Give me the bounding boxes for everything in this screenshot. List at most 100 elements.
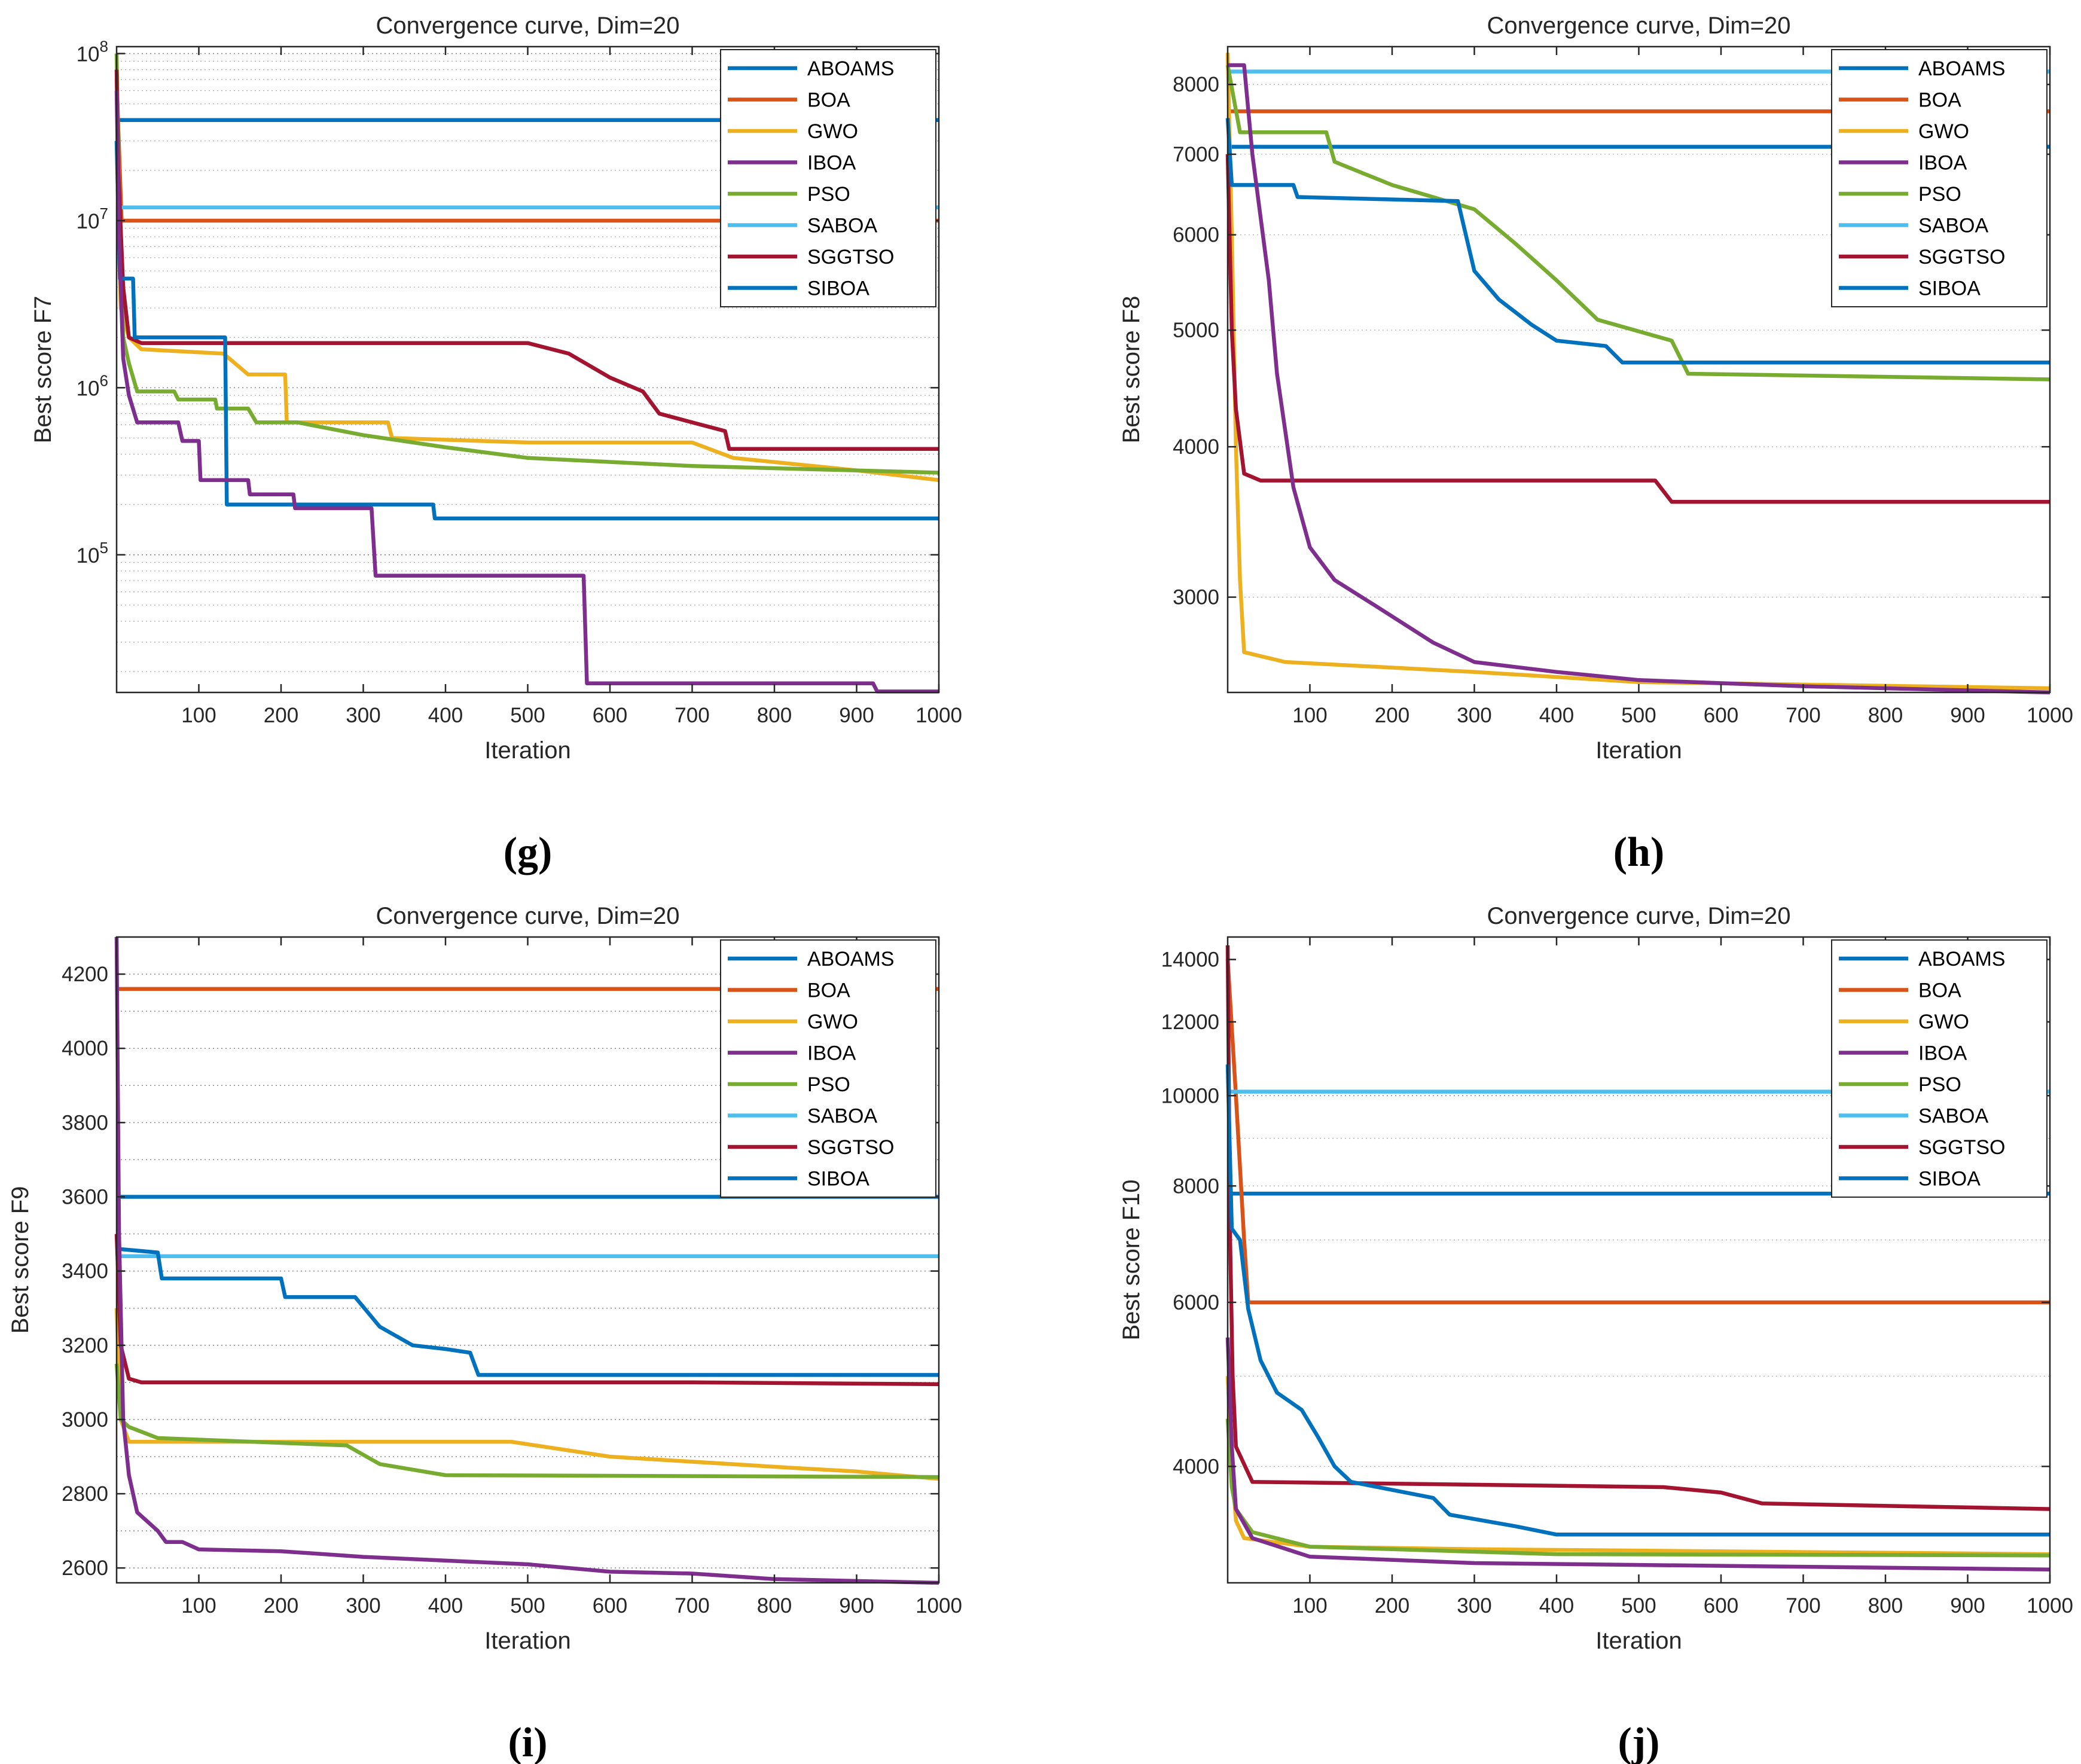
chart-1-title: Convergence curve, Dim=20 xyxy=(1487,13,1790,39)
chart-2-x-tick-label: 700 xyxy=(675,1594,709,1617)
chart-3-x-tick-label: 700 xyxy=(1786,1594,1820,1617)
chart-1-x-tick-label: 700 xyxy=(1786,704,1820,727)
chart-3-legend-box xyxy=(1831,939,2048,1198)
chart-0-y-tick-label: 108 xyxy=(77,38,108,66)
chart-0-x-label: Iteration xyxy=(484,737,571,764)
chart-3-x-tick-label: 900 xyxy=(1950,1594,1985,1617)
chart-1-x-tick-label: 800 xyxy=(1868,704,1903,727)
chart-3-y-tick-label: 4000 xyxy=(1173,1455,1219,1478)
chart-1-series-iboa xyxy=(1228,63,2051,695)
chart-3-y-tick-label: 12000 xyxy=(1161,1011,1219,1034)
chart-0-legend-label-gwo: GWO xyxy=(807,120,858,143)
chart-1-series-siboa xyxy=(1225,118,2050,365)
chart-1-x-tick-label: 400 xyxy=(1539,704,1574,727)
chart-2-series xyxy=(114,936,939,1585)
chart-0-x-tick-label: 100 xyxy=(181,704,216,727)
chart-3-series-boa xyxy=(1225,959,2050,1305)
chart-2-y-tick-label: 4200 xyxy=(62,963,108,986)
chart-1-y-tick-label: 7000 xyxy=(1173,143,1219,166)
chart-3-series-pso xyxy=(1225,1418,2051,1558)
chart-2-y-label: Best score F9 xyxy=(7,1186,33,1334)
chart-0-x-tick-label: 500 xyxy=(510,704,545,727)
chart-3-x-tick-label: 800 xyxy=(1868,1594,1903,1617)
chart-0-x-tick-label: 1000 xyxy=(916,704,962,727)
chart-3-y-axis: 4000 6000 8000 10000 12000 14000 xyxy=(1161,948,2050,1478)
chart-0-title: Convergence curve, Dim=20 xyxy=(376,13,679,39)
chart-3-x-tick-label: 600 xyxy=(1704,1594,1738,1617)
chart-0-legend-label-aboams: ABOAMS xyxy=(807,57,894,80)
chart-1-x-tick-label: 100 xyxy=(1292,704,1327,727)
chart-2-caption: (i) xyxy=(508,1720,547,1764)
chart-0-series-iboa xyxy=(114,90,939,694)
chart-2-series-iboa xyxy=(114,936,939,1585)
chart-2-y-tick-label: 3400 xyxy=(62,1260,108,1283)
chart-2-title: Convergence curve, Dim=20 xyxy=(376,903,679,929)
chart-3-title: Convergence curve, Dim=20 xyxy=(1487,903,1790,929)
chart-0-y-tick-label: 107 xyxy=(77,205,108,233)
chart-1-y-tick-label: 4000 xyxy=(1173,435,1219,459)
chart-0-x-tick-label: 600 xyxy=(593,704,627,727)
chart-0-series-siboa xyxy=(114,141,939,521)
chart-2-legend-label-siboa: SIBOA xyxy=(807,1168,869,1191)
chart-1-legend: ABOAMS BOA GWO IBOA PSO SABOA SGGTSO SIBOA xyxy=(1831,49,2048,307)
chart-1-y-tick-label: 3000 xyxy=(1173,586,1219,609)
chart-2-x-label: Iteration xyxy=(484,1628,571,1654)
chart-2-x-tick-label: 800 xyxy=(757,1594,792,1617)
chart-2-y-tick-label: 3000 xyxy=(62,1408,108,1432)
chart-1-x-tick-label: 500 xyxy=(1621,704,1656,727)
chart-2-x-tick-label: 600 xyxy=(593,1594,627,1617)
chart-0-y-axis: 105 106 107 108 xyxy=(77,38,939,567)
chart-2-grid xyxy=(117,973,939,1568)
chart-0-x-tick-label: 900 xyxy=(839,704,874,727)
chart-3-legend-label-boa: BOA xyxy=(1918,979,1961,1002)
chart-3-series-siboa xyxy=(1225,1064,2050,1537)
chart-0-x-tick-label: 400 xyxy=(428,704,463,727)
chart-3-x-tick-label: 400 xyxy=(1539,1594,1574,1617)
chart-1-series-sggtso xyxy=(1225,154,2050,504)
chart-2-x-tick-label: 500 xyxy=(510,1594,545,1617)
chart-0-legend-label-saboa: SABOA xyxy=(807,215,877,237)
chart-3-x-label: Iteration xyxy=(1595,1628,1682,1654)
chart-3-y-label: Best score F10 xyxy=(1118,1179,1145,1340)
chart-3-series xyxy=(1225,945,2051,1572)
chart-0-legend-label-sggtso: SGGTSO xyxy=(807,246,894,268)
chart-0-legend-label-boa: BOA xyxy=(807,89,850,112)
chart-0-series-sggtso xyxy=(114,69,939,451)
chart-3-legend-label-saboa: SABOA xyxy=(1918,1105,1988,1128)
chart-0-legend-box xyxy=(720,49,936,307)
chart-0-x-tick-label: 200 xyxy=(264,704,298,727)
chart-1-legend-label-sggtso: SGGTSO xyxy=(1918,246,2005,268)
chart-0-series-pso xyxy=(114,53,939,475)
chart-0-x-tick-label: 300 xyxy=(346,704,380,727)
chart-3-legend-label-gwo: GWO xyxy=(1918,1011,1969,1033)
chart-0-x-tick-label: 800 xyxy=(757,704,792,727)
chart-3-x-tick-label: 100 xyxy=(1292,1594,1327,1617)
chart-3-legend: ABOAMS BOA GWO IBOA PSO SABOA SGGTSO SIBOA xyxy=(1831,939,2048,1198)
chart-2-x-tick-label: 300 xyxy=(346,1594,380,1617)
chart-2-x-tick-label: 100 xyxy=(181,1594,216,1617)
chart-1-y-axis: 3000 4000 5000 6000 7000 8000 xyxy=(1173,73,2050,609)
chart-3-legend-label-siboa: SIBOA xyxy=(1918,1168,1981,1191)
chart-3-y-tick-label: 6000 xyxy=(1173,1291,1219,1314)
chart-1-legend-label-pso: PSO xyxy=(1918,183,1961,206)
chart-3-x-tick-label: 200 xyxy=(1375,1594,1409,1617)
chart-1-legend-label-gwo: GWO xyxy=(1918,120,1969,143)
chart-3-series-sggtso xyxy=(1225,945,2051,1511)
chart-0-legend-label-siboa: SIBOA xyxy=(807,277,869,300)
chart-2-y-tick-label: 3800 xyxy=(62,1111,108,1134)
chart-2-legend-label-aboams: ABOAMS xyxy=(807,948,894,970)
chart-1-x-tick-label: 200 xyxy=(1375,704,1409,727)
chart-0-legend: ABOAMS BOA GWO IBOA PSO SABOA SGGTSO SIBOA xyxy=(720,49,936,307)
chart-3-x-tick-label: 500 xyxy=(1621,1594,1656,1617)
chart-0-y-tick-label: 105 xyxy=(77,539,108,567)
chart-0-x-tick-label: 700 xyxy=(675,704,709,727)
chart-2-y-tick-label: 3600 xyxy=(62,1185,108,1208)
chart-3-legend-label-pso: PSO xyxy=(1918,1073,1961,1096)
panel-j: 100 200 300 400 500 600 700 800 900 1000 4000 6000 8… xyxy=(1118,903,2073,1764)
chart-1-y-tick-label: 8000 xyxy=(1173,73,1219,96)
chart-1-x-axis: 100 200 300 400 500 600 700 800 900 1000 xyxy=(1292,47,2073,727)
chart-2-y-tick-label: 2600 xyxy=(62,1557,108,1580)
chart-2-legend-label-boa: BOA xyxy=(807,979,850,1002)
chart-1-series-pso xyxy=(1225,65,2051,382)
chart-1-y-tick-label: 5000 xyxy=(1173,319,1219,342)
